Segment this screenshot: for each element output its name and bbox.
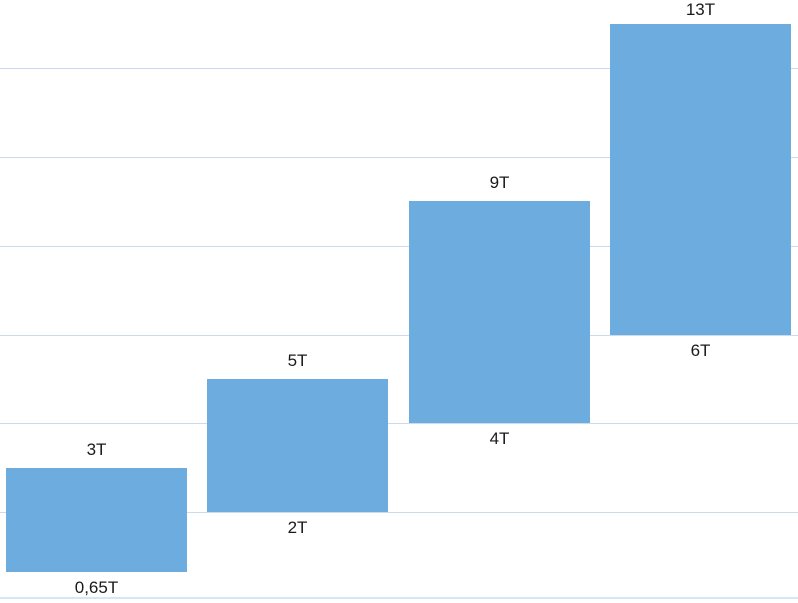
- gridline: [0, 512, 798, 513]
- bar[interactable]: [409, 201, 590, 423]
- bar-low-label: 0,65T: [74, 578, 119, 597]
- bar[interactable]: [610, 24, 791, 335]
- x-axis-line: [0, 597, 798, 599]
- bar-low-label: 2T: [287, 518, 308, 537]
- bar[interactable]: [207, 379, 388, 512]
- bar-high-label: 13T: [685, 0, 716, 19]
- bar-high-label: 5T: [287, 351, 308, 370]
- bar[interactable]: [6, 468, 187, 572]
- gridline: [0, 335, 798, 336]
- bar-high-label: 9T: [489, 173, 510, 192]
- gridline: [0, 246, 798, 247]
- gridline: [0, 68, 798, 69]
- gridline: [0, 157, 798, 158]
- gridline: [0, 423, 798, 424]
- bar-low-label: 4T: [489, 429, 510, 448]
- bar-high-label: 3T: [86, 440, 107, 459]
- bar-low-label: 6T: [690, 341, 711, 360]
